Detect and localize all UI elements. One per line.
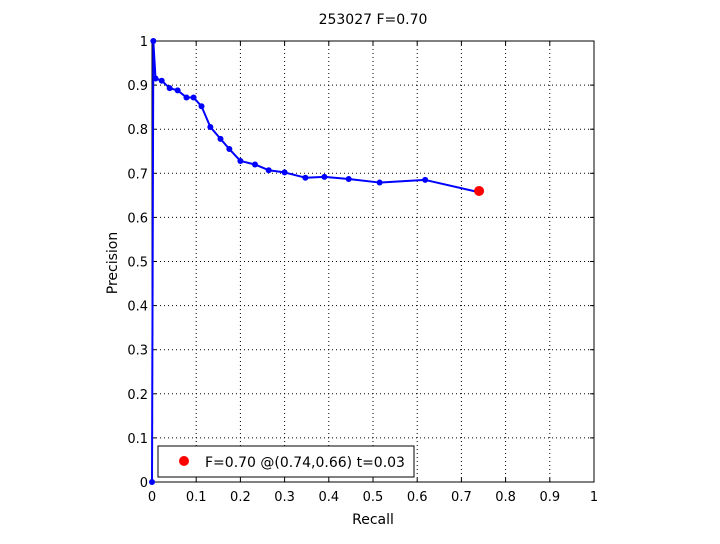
series-point	[166, 85, 173, 92]
series-point	[376, 179, 383, 186]
x-tick-label: 0.1	[186, 490, 207, 505]
series-point	[321, 173, 328, 180]
series-point	[281, 169, 288, 176]
x-tick-label: 0.6	[407, 490, 428, 505]
y-tick-label: 0.9	[127, 79, 148, 94]
series-point	[302, 174, 309, 181]
y-tick-label: 0.1	[127, 432, 148, 447]
series-layer	[149, 38, 483, 485]
x-tick-label: 0.8	[495, 490, 516, 505]
series-point	[190, 94, 197, 101]
x-tick-labels: 0 0.1 0.2 0.3 0.4 0.5 0.6 0.7 0.8 0.9 1	[148, 490, 598, 505]
series-point	[226, 146, 233, 153]
y-tick-label: 1	[140, 35, 148, 50]
series-point	[174, 87, 181, 94]
series-point	[237, 157, 244, 164]
y-tick-label: 0.7	[127, 167, 148, 182]
y-tick-label: 0.2	[127, 388, 148, 403]
legend-marker	[179, 456, 189, 466]
y-tick-label: 0.5	[127, 256, 148, 271]
series-point	[265, 167, 272, 174]
grid-lines	[152, 41, 594, 482]
y-tick-label: 0.8	[127, 123, 148, 138]
x-tick-label: 0	[148, 490, 156, 505]
x-tick-label: 0.7	[451, 490, 472, 505]
highlight-layer	[474, 185, 485, 196]
y-tick-label: 0	[140, 476, 148, 491]
x-tick-label: 0.2	[230, 490, 251, 505]
series-point	[345, 176, 352, 183]
y-axis-title: Precision	[105, 232, 121, 294]
x-tick-label: 0.3	[274, 490, 295, 505]
series-point	[149, 479, 155, 485]
x-tick-label: 0.9	[539, 490, 560, 505]
x-tick-label: 0.4	[318, 490, 339, 505]
y-tick-label: 0.6	[127, 211, 148, 226]
series-line	[151, 40, 480, 483]
series-point	[198, 103, 205, 110]
x-tick-label: 0.5	[363, 490, 384, 505]
best-f-point	[474, 185, 485, 196]
series-point	[422, 176, 429, 183]
series-point	[207, 123, 214, 130]
y-tick-label: 0.4	[127, 300, 148, 315]
series-point	[158, 77, 165, 84]
legend-box	[157, 445, 415, 478]
x-axis-title: Recall	[352, 512, 394, 528]
series-point	[251, 161, 258, 168]
series-point	[183, 94, 190, 101]
y-tick-label: 0.3	[127, 344, 148, 359]
y-tick-labels: 0 0.1 0.2 0.3 0.4 0.5 0.6 0.7 0.8 0.9 1	[127, 35, 148, 491]
chart-title: 253027 F=0.70	[319, 12, 428, 28]
legend-label: F=0.70 @(0.74,0.66) t=0.03	[205, 455, 405, 471]
series-point	[217, 135, 224, 142]
legend: F=0.70 @(0.74,0.66) t=0.03	[157, 445, 415, 478]
series-point	[150, 38, 157, 44]
series-point	[152, 75, 159, 82]
x-tick-label: 1	[590, 490, 598, 505]
